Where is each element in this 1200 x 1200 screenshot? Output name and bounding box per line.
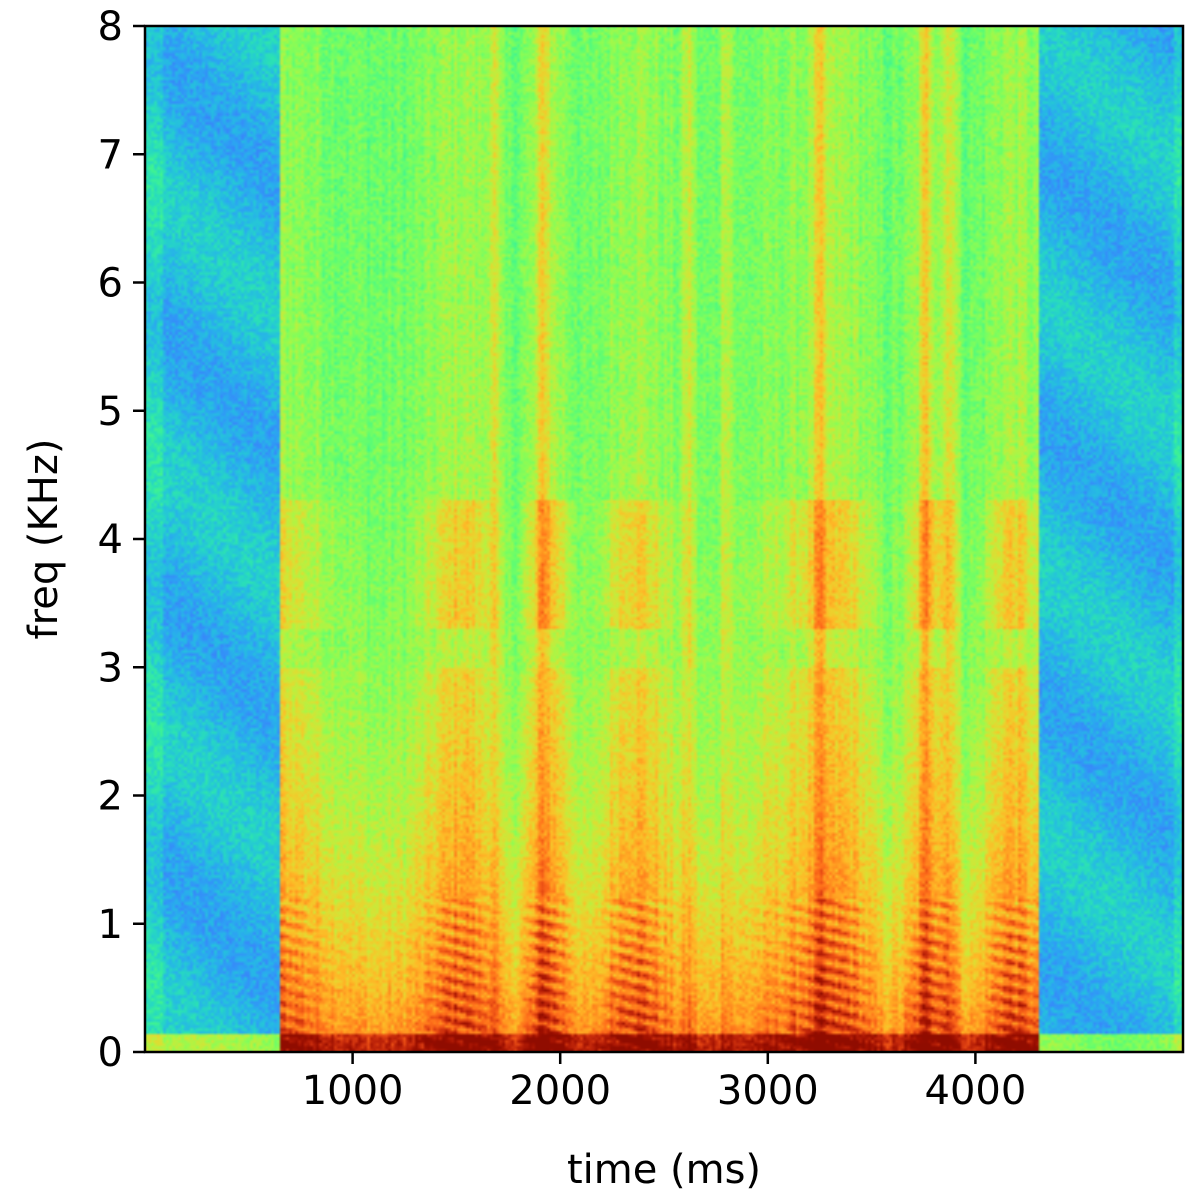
x-tick-label: 1000: [302, 1068, 404, 1114]
x-axis-ticks: 1000 2000 3000 4000: [302, 1052, 1027, 1114]
y-tick-label: 6: [98, 261, 123, 307]
y-tick-label: 5: [98, 389, 123, 435]
spectrogram-heatmap: [145, 26, 1183, 1052]
y-axis-ticks: 0 1 2 3 4 5 6 7 8: [98, 4, 145, 1076]
x-axis-label: time (ms): [567, 1147, 761, 1193]
y-tick-label: 8: [98, 4, 123, 50]
x-tick-label: 4000: [925, 1068, 1027, 1114]
y-axis-label: freq (KHz): [21, 439, 67, 640]
y-tick-label: 2: [98, 774, 123, 820]
y-tick-label: 0: [98, 1030, 123, 1076]
x-tick-label: 3000: [717, 1068, 819, 1114]
y-tick-label: 1: [98, 902, 123, 948]
y-tick-label: 3: [98, 645, 123, 691]
y-tick-label: 4: [98, 517, 123, 563]
x-tick-label: 2000: [509, 1068, 611, 1114]
y-tick-label: 7: [98, 132, 123, 178]
